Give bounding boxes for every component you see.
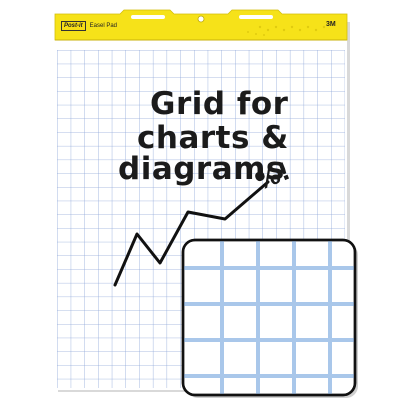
- trend-line-drawing: [113, 180, 270, 287]
- pad-tab-slot-left: [131, 15, 165, 19]
- zoom-inset-border: [181, 238, 357, 397]
- headline-line-2: charts &: [137, 120, 289, 156]
- pad-brand: Post-it Easel Pad: [61, 21, 117, 31]
- pad-tab-slot-right: [239, 15, 273, 19]
- headline-line-3: diagrams: [118, 151, 285, 187]
- zoom-grid-lines: [183, 240, 355, 395]
- post-it-logo: Post-it: [61, 21, 86, 31]
- headline-line-1: Grid for: [150, 86, 289, 122]
- header-dot-pattern: [247, 25, 326, 36]
- pad-hanging-hole: [197, 15, 205, 23]
- maker-logo: 3M: [326, 21, 336, 28]
- product-name: Easel Pad: [89, 23, 118, 29]
